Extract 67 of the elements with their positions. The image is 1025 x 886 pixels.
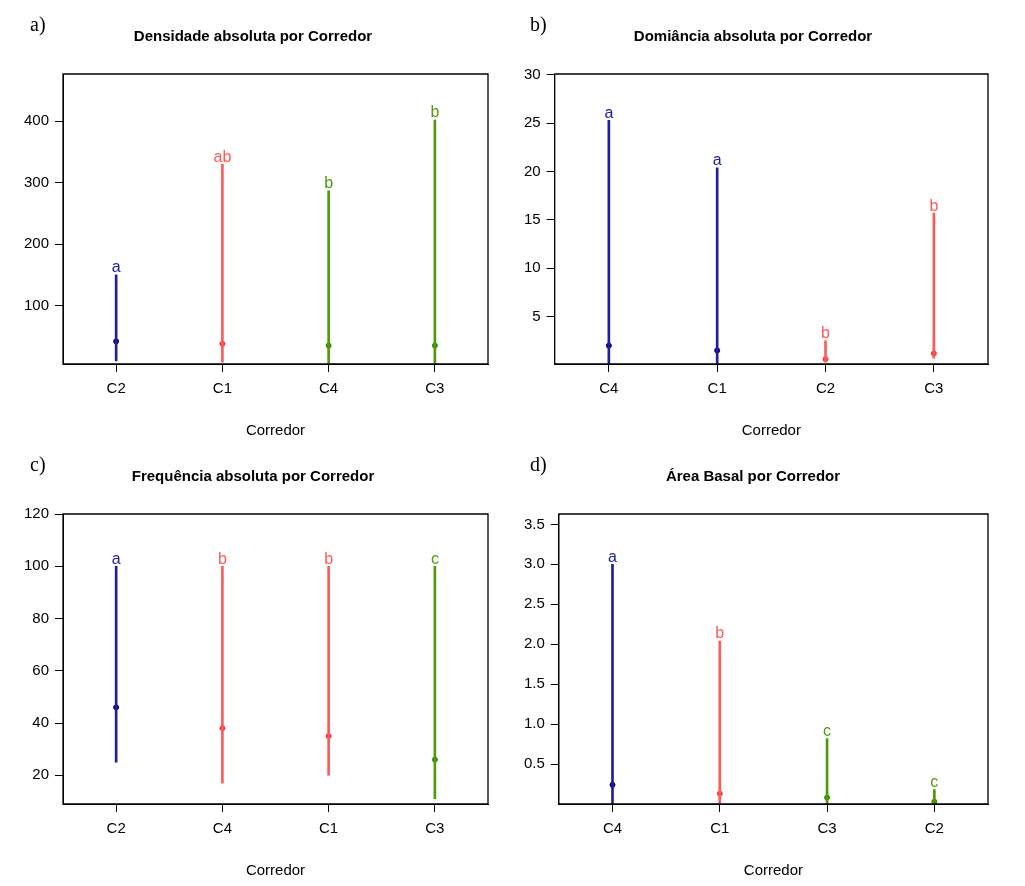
- y-tick-label: 60: [32, 660, 50, 678]
- y-tick-label: 80: [32, 608, 50, 626]
- chart-title: Área Basal por Corredor: [665, 467, 841, 485]
- annotation: a: [111, 549, 121, 567]
- y-tick-label: 3.0: [523, 554, 545, 572]
- y-tick-label: 30: [524, 65, 541, 83]
- y-tick-label: 20: [524, 161, 541, 179]
- y-tick-label: 1.5: [523, 674, 545, 692]
- annotation: c: [823, 721, 832, 739]
- x-tick-label: C2: [924, 819, 944, 837]
- y-tick-label: 2.0: [523, 634, 545, 652]
- x-tick-label: C4: [319, 379, 339, 397]
- y-tick-label: 0.5: [523, 754, 545, 772]
- y-tick-label: 25: [524, 113, 541, 131]
- x-tick-label: C4: [602, 819, 623, 837]
- x-tick-label: C3: [924, 379, 944, 397]
- y-tick-label: 40: [32, 713, 50, 731]
- x-axis-title: Corredor: [245, 861, 306, 879]
- x-tick-label: C1: [710, 819, 730, 837]
- x-tick-label: C3: [425, 379, 445, 397]
- annotation: ab: [213, 147, 232, 165]
- x-axis-title: Corredor: [743, 861, 804, 879]
- annotation: a: [608, 547, 618, 565]
- x-tick-label: C2: [106, 379, 126, 397]
- x-tick-label: C3: [425, 819, 445, 837]
- x-tick-label: C3: [817, 819, 837, 837]
- y-tick-label: 3.5: [523, 514, 545, 532]
- text: d): [530, 453, 547, 477]
- annotation: b: [430, 103, 440, 121]
- annotation: b: [715, 624, 725, 642]
- x-tick-label: C4: [599, 379, 619, 397]
- annotation: b: [821, 324, 831, 342]
- y-tick-label: 5: [532, 306, 541, 324]
- y-tick-label: 1.0: [523, 714, 545, 732]
- text: c): [30, 453, 46, 477]
- chart-title: Densidade absoluta por Corredor: [133, 27, 373, 45]
- annotation: a: [111, 258, 121, 276]
- text: b): [530, 13, 547, 37]
- x-tick-label: C2: [106, 819, 126, 837]
- y-tick-label: 200: [24, 234, 50, 252]
- y-tick-label: 2.5: [523, 594, 545, 612]
- annotation: c: [930, 773, 939, 791]
- y-tick-label: 300: [24, 172, 50, 190]
- chart-title: Frequência absoluta por Corredor: [131, 467, 375, 485]
- annotation: b: [929, 196, 939, 214]
- x-tick-label: C1: [319, 819, 339, 837]
- y-tick-label: 20: [32, 765, 50, 783]
- x-tick-label: C2: [815, 379, 836, 397]
- y-tick-label: 10: [524, 258, 541, 276]
- text: a): [30, 13, 46, 37]
- y-tick-label: 400: [24, 111, 50, 129]
- y-tick-label: 100: [24, 295, 50, 313]
- annotation: b: [324, 174, 334, 192]
- annotation: b: [217, 549, 227, 567]
- x-axis-title: Corredor: [741, 421, 801, 439]
- y-tick-label: 15: [524, 210, 541, 228]
- x-tick-label: C1: [707, 379, 727, 397]
- x-axis-title: Corredor: [245, 421, 306, 439]
- annotation: a: [604, 103, 614, 121]
- chart-title: Domiância absoluta por Corredor: [633, 27, 873, 45]
- annotation: c: [430, 549, 439, 567]
- y-tick-label: 100: [24, 556, 50, 574]
- annotation: b: [324, 549, 334, 567]
- x-tick-label: C4: [212, 819, 232, 837]
- y-tick-label: 120: [24, 504, 50, 522]
- annotation: a: [712, 151, 722, 169]
- x-tick-label: C1: [212, 379, 232, 397]
